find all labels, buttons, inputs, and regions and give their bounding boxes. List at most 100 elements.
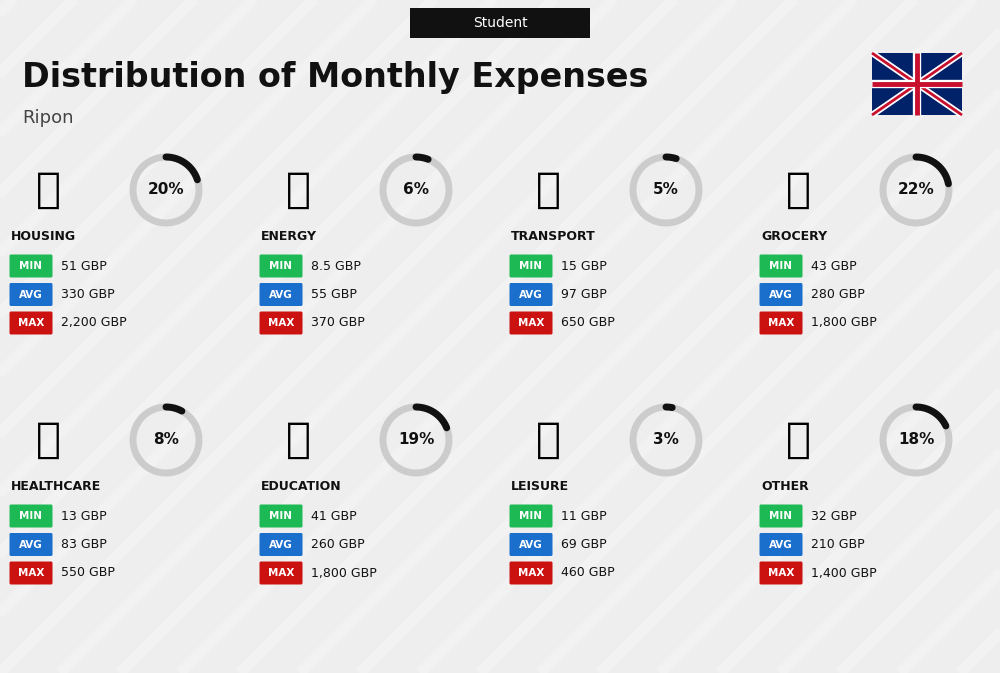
Text: OTHER: OTHER xyxy=(761,479,809,493)
Text: GROCERY: GROCERY xyxy=(761,229,827,242)
Text: AVG: AVG xyxy=(19,540,43,549)
Text: 43 GBP: 43 GBP xyxy=(811,260,857,273)
Text: MAX: MAX xyxy=(18,318,44,328)
Text: Distribution of Monthly Expenses: Distribution of Monthly Expenses xyxy=(22,61,648,94)
FancyBboxPatch shape xyxy=(872,53,962,115)
Text: MIN: MIN xyxy=(520,261,542,271)
Text: 19%: 19% xyxy=(398,433,434,448)
FancyBboxPatch shape xyxy=(760,505,802,528)
Text: 650 GBP: 650 GBP xyxy=(561,316,615,330)
FancyBboxPatch shape xyxy=(510,254,552,277)
Text: 460 GBP: 460 GBP xyxy=(561,567,615,579)
Text: MIN: MIN xyxy=(770,511,792,521)
FancyBboxPatch shape xyxy=(760,283,802,306)
Text: 8%: 8% xyxy=(153,433,179,448)
Text: TRANSPORT: TRANSPORT xyxy=(511,229,596,242)
FancyBboxPatch shape xyxy=(10,312,52,334)
FancyBboxPatch shape xyxy=(260,312,302,334)
Text: 32 GBP: 32 GBP xyxy=(811,509,857,522)
FancyBboxPatch shape xyxy=(260,533,302,556)
Text: MIN: MIN xyxy=(20,261,42,271)
FancyBboxPatch shape xyxy=(10,505,52,528)
FancyBboxPatch shape xyxy=(10,533,52,556)
Text: Ripon: Ripon xyxy=(22,109,74,127)
Text: 69 GBP: 69 GBP xyxy=(561,538,607,551)
Text: 8.5 GBP: 8.5 GBP xyxy=(311,260,361,273)
FancyBboxPatch shape xyxy=(260,505,302,528)
Text: 1,400 GBP: 1,400 GBP xyxy=(811,567,877,579)
Text: 💗: 💗 xyxy=(36,419,60,461)
Text: 83 GBP: 83 GBP xyxy=(61,538,107,551)
Text: 💰: 💰 xyxy=(786,419,810,461)
FancyBboxPatch shape xyxy=(510,312,552,334)
Text: 210 GBP: 210 GBP xyxy=(811,538,865,551)
Text: 1,800 GBP: 1,800 GBP xyxy=(811,316,877,330)
Text: 41 GBP: 41 GBP xyxy=(311,509,357,522)
Text: AVG: AVG xyxy=(269,540,293,549)
FancyBboxPatch shape xyxy=(10,283,52,306)
FancyBboxPatch shape xyxy=(10,561,52,584)
Text: 22%: 22% xyxy=(898,182,934,197)
Text: 2,200 GBP: 2,200 GBP xyxy=(61,316,127,330)
Text: MAX: MAX xyxy=(768,568,794,578)
Text: Student: Student xyxy=(473,16,527,30)
Text: 3%: 3% xyxy=(653,433,679,448)
Text: MAX: MAX xyxy=(18,568,44,578)
Text: 🛍: 🛍 xyxy=(536,419,560,461)
Text: 🏢: 🏢 xyxy=(36,169,60,211)
FancyBboxPatch shape xyxy=(260,283,302,306)
Text: MAX: MAX xyxy=(268,568,294,578)
Text: 55 GBP: 55 GBP xyxy=(311,288,357,301)
Text: MAX: MAX xyxy=(518,568,544,578)
Text: 370 GBP: 370 GBP xyxy=(311,316,365,330)
FancyBboxPatch shape xyxy=(510,533,552,556)
Text: 20%: 20% xyxy=(148,182,184,197)
Text: LEISURE: LEISURE xyxy=(511,479,569,493)
Text: 🎓: 🎓 xyxy=(286,419,310,461)
Text: AVG: AVG xyxy=(769,289,793,299)
Text: 5%: 5% xyxy=(653,182,679,197)
FancyBboxPatch shape xyxy=(760,533,802,556)
Text: AVG: AVG xyxy=(19,289,43,299)
Text: MAX: MAX xyxy=(268,318,294,328)
FancyBboxPatch shape xyxy=(760,561,802,584)
Text: 97 GBP: 97 GBP xyxy=(561,288,607,301)
Text: 51 GBP: 51 GBP xyxy=(61,260,107,273)
Text: MIN: MIN xyxy=(270,261,292,271)
Text: MIN: MIN xyxy=(20,511,42,521)
Text: MIN: MIN xyxy=(520,511,542,521)
Text: 330 GBP: 330 GBP xyxy=(61,288,115,301)
FancyBboxPatch shape xyxy=(510,505,552,528)
Text: AVG: AVG xyxy=(519,540,543,549)
Text: 🔌: 🔌 xyxy=(286,169,310,211)
Text: 6%: 6% xyxy=(403,182,429,197)
Text: AVG: AVG xyxy=(519,289,543,299)
Text: 15 GBP: 15 GBP xyxy=(561,260,607,273)
FancyBboxPatch shape xyxy=(760,312,802,334)
Text: HOUSING: HOUSING xyxy=(11,229,76,242)
Text: MAX: MAX xyxy=(518,318,544,328)
Text: MAX: MAX xyxy=(768,318,794,328)
Text: 260 GBP: 260 GBP xyxy=(311,538,365,551)
Text: 13 GBP: 13 GBP xyxy=(61,509,107,522)
FancyBboxPatch shape xyxy=(260,254,302,277)
FancyBboxPatch shape xyxy=(410,8,590,38)
FancyBboxPatch shape xyxy=(260,561,302,584)
Text: MIN: MIN xyxy=(770,261,792,271)
Text: 11 GBP: 11 GBP xyxy=(561,509,607,522)
Text: EDUCATION: EDUCATION xyxy=(261,479,342,493)
FancyBboxPatch shape xyxy=(10,254,52,277)
Text: 18%: 18% xyxy=(898,433,934,448)
Text: AVG: AVG xyxy=(769,540,793,549)
Text: 🛒: 🛒 xyxy=(786,169,810,211)
Text: 1,800 GBP: 1,800 GBP xyxy=(311,567,377,579)
Text: MIN: MIN xyxy=(270,511,292,521)
Text: ENERGY: ENERGY xyxy=(261,229,317,242)
Text: HEALTHCARE: HEALTHCARE xyxy=(11,479,101,493)
Text: AVG: AVG xyxy=(269,289,293,299)
FancyBboxPatch shape xyxy=(510,561,552,584)
FancyBboxPatch shape xyxy=(760,254,802,277)
Text: 280 GBP: 280 GBP xyxy=(811,288,865,301)
Text: 🚌: 🚌 xyxy=(536,169,560,211)
Text: 550 GBP: 550 GBP xyxy=(61,567,115,579)
